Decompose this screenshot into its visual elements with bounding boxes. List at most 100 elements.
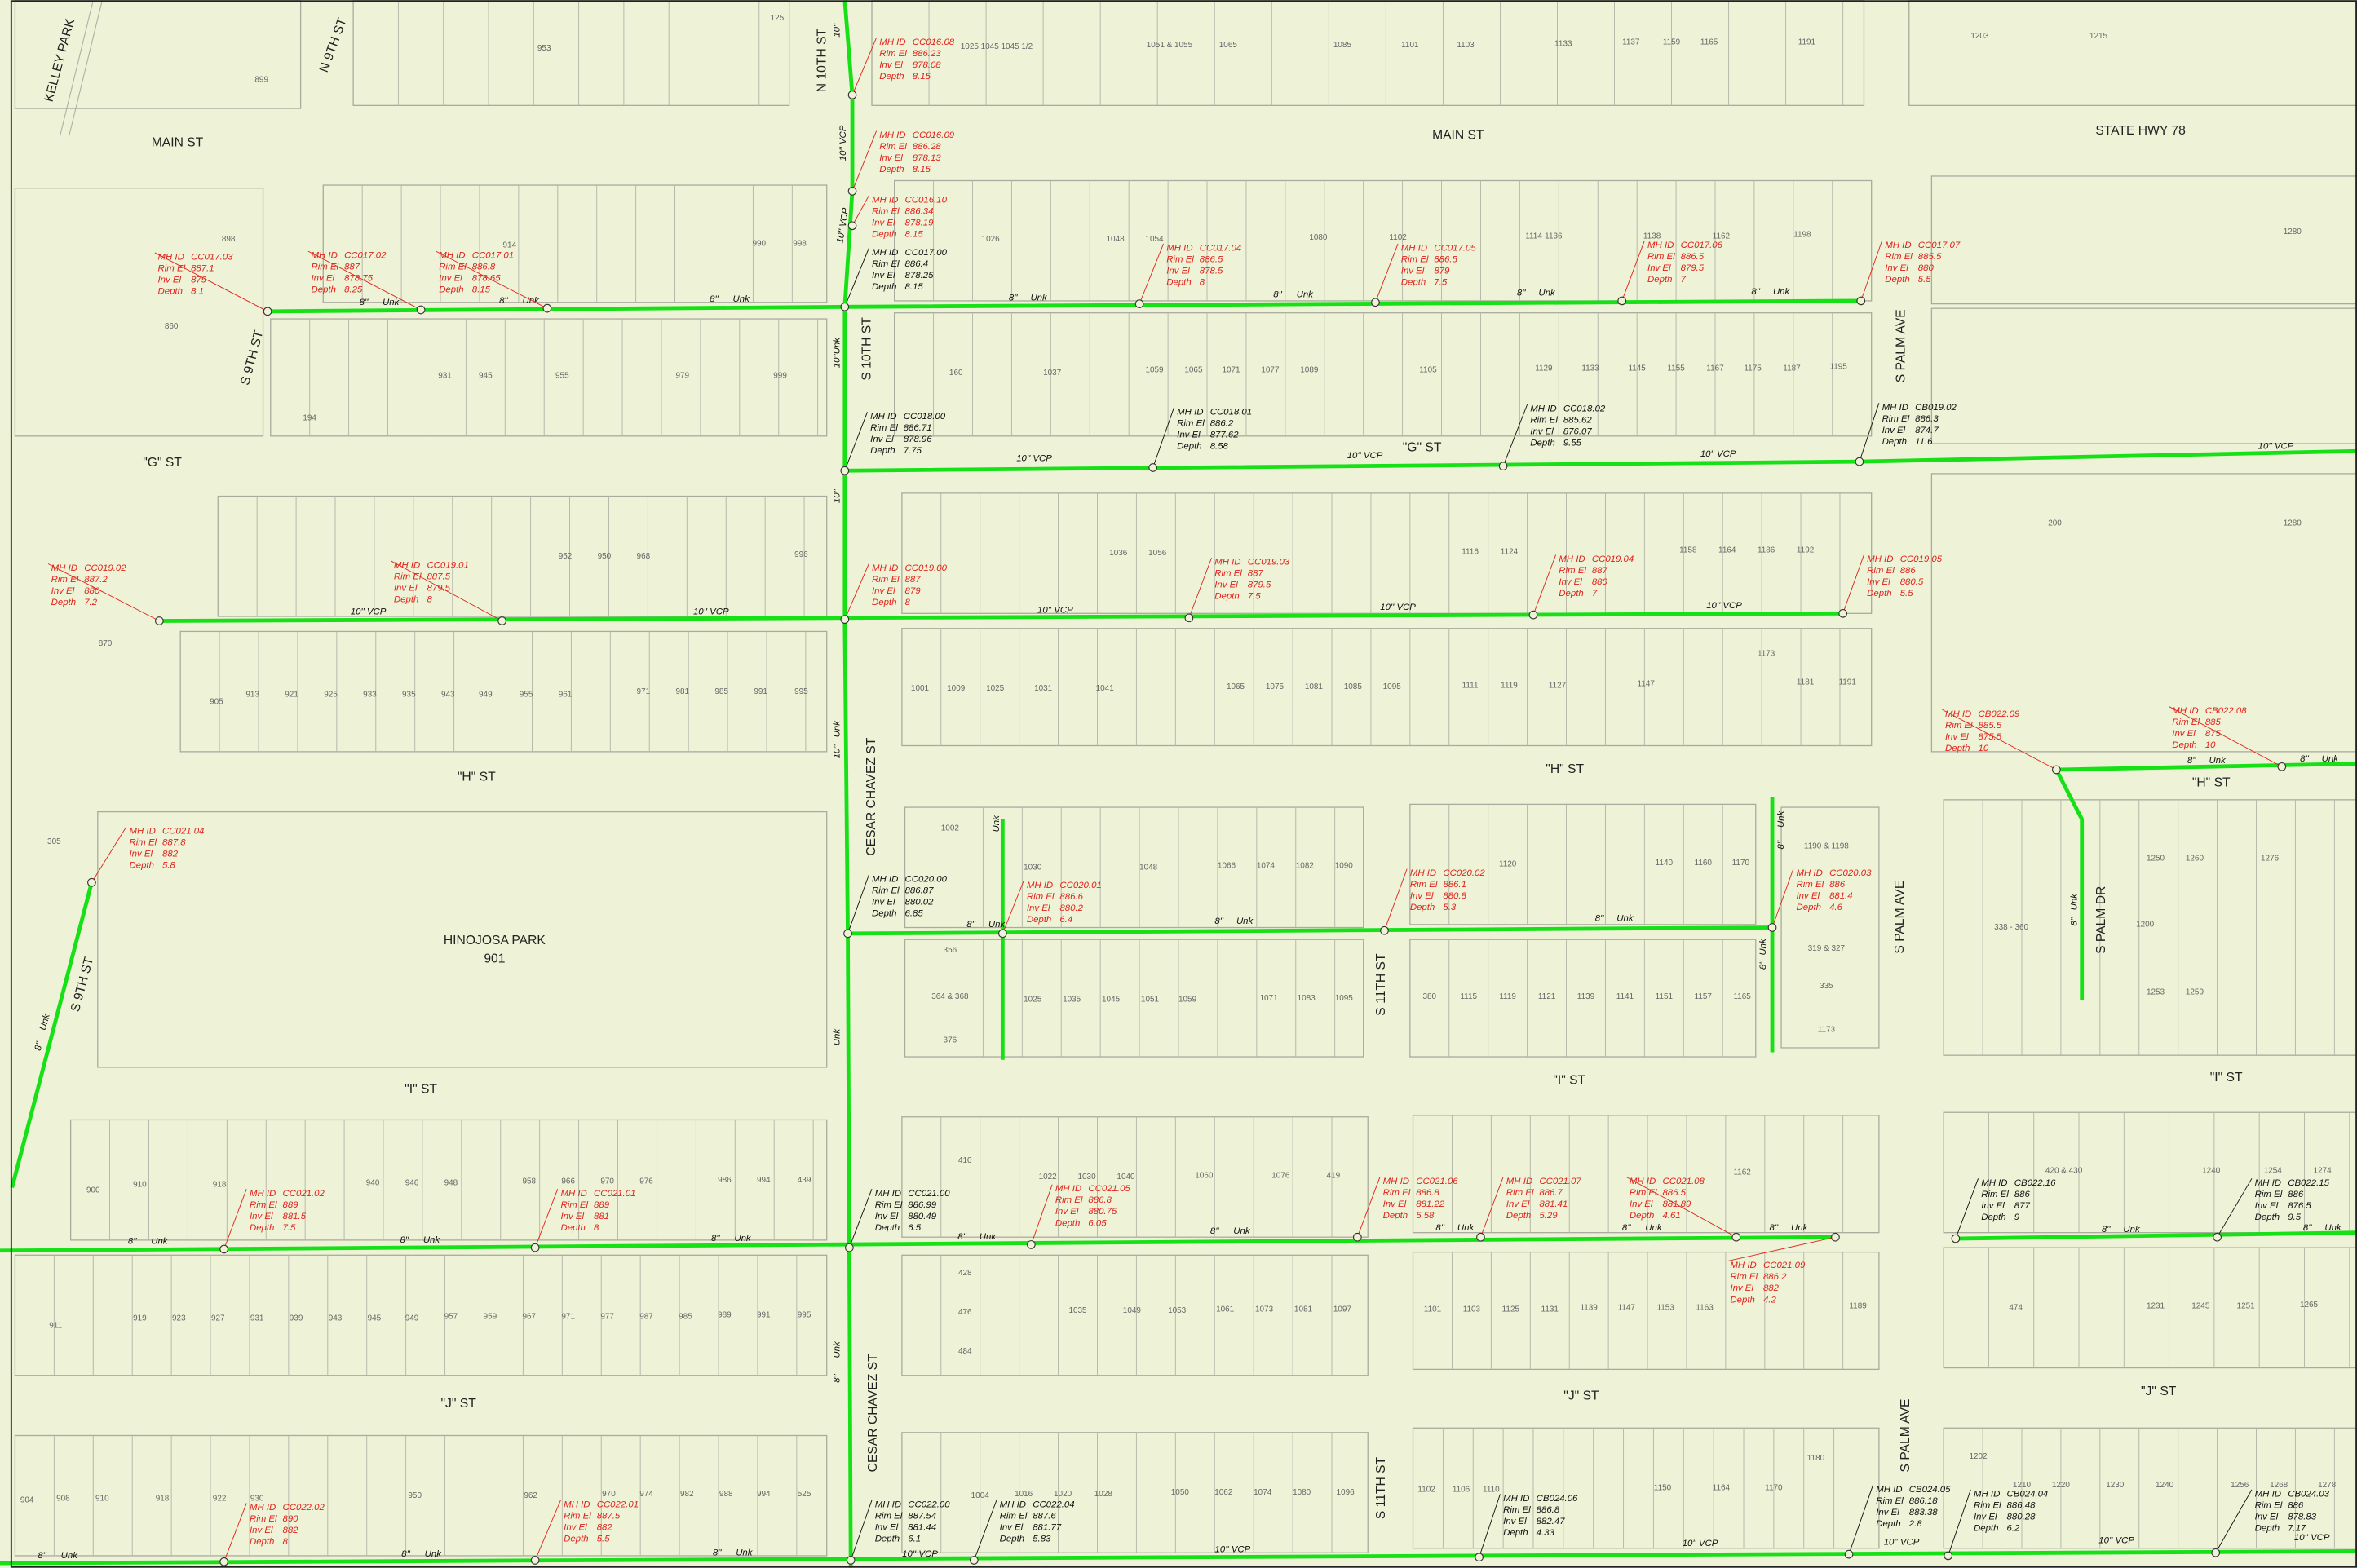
manhole-value: 881.41	[1539, 1199, 1568, 1209]
pipe-label: 10''	[833, 23, 842, 38]
parcel-address: 945	[479, 372, 493, 381]
manhole-field: MH ID	[1647, 241, 1674, 250]
manhole	[969, 1556, 979, 1565]
manhole-value: 8	[905, 598, 911, 607]
pipe-label: 10'' VCP	[1215, 1545, 1251, 1555]
parcel-address: 428	[958, 1269, 972, 1278]
manhole-value: 9.5	[2288, 1212, 2302, 1222]
street-label: S 11TH ST	[1374, 953, 1388, 1016]
manhole-field: Rim El	[439, 263, 467, 272]
parcel-block	[217, 495, 828, 617]
manhole-field: Depth	[1885, 275, 1909, 285]
parcel-address: 1082	[1296, 862, 1315, 871]
manhole-field: MH ID	[1410, 868, 1436, 878]
parcel-address: 1139	[1577, 992, 1595, 1001]
pipe-label: Unk	[1773, 287, 1791, 297]
parcel-address: 922	[213, 1495, 227, 1504]
leader-line	[1621, 241, 1645, 302]
parcel-address: 1259	[2186, 987, 2204, 996]
pipe-label: 10'' VCP	[2294, 1533, 2330, 1543]
pipe-label: 10'' VCP	[1016, 453, 1052, 463]
manhole-field: Rim El	[250, 1200, 277, 1210]
parcel-address: 1198	[1793, 230, 1811, 239]
parcel-block	[1930, 175, 2357, 305]
parcel-address: 945	[368, 1314, 382, 1323]
manhole-field: Inv El	[2172, 729, 2196, 739]
manhole-field: Rim El	[1166, 254, 1194, 264]
pipe-label: 8''	[711, 1234, 721, 1243]
pipe-label: Unk	[1538, 289, 1556, 298]
pipe	[1955, 1230, 2357, 1241]
parcel-address: 1035	[1068, 1306, 1087, 1315]
pipe-label: 10''	[833, 744, 842, 759]
manhole-value: CB022.08	[2205, 706, 2247, 716]
manhole	[530, 1243, 540, 1252]
pipe-label: Unk	[1236, 917, 1254, 926]
manhole-field: Depth	[1647, 275, 1672, 285]
manhole-value: 886.8	[472, 263, 496, 272]
manhole-field: Depth	[1882, 437, 1907, 447]
manhole-field: Inv El	[872, 218, 895, 227]
parcel-address: 1125	[1502, 1305, 1520, 1314]
manhole-value: 887.54	[908, 1511, 936, 1521]
leader-line	[2215, 1489, 2253, 1553]
manhole-field: Rim El	[1981, 1190, 2009, 1199]
manhole	[1944, 1551, 1953, 1561]
pipe-label: 8''	[1751, 287, 1761, 297]
parcel-address: 1030	[1078, 1173, 1097, 1182]
manhole-value: 4.6	[1829, 903, 1843, 912]
manhole-field: Depth	[875, 1534, 900, 1544]
pipe-label: 8''	[2070, 917, 2080, 926]
parcel-block	[14, 188, 264, 437]
manhole-value: 887.1	[191, 264, 214, 274]
leader-line	[844, 248, 869, 307]
parcel-block	[1943, 1111, 2357, 1234]
manhole-value: 5.5	[1900, 589, 1914, 598]
parcel-address: 987	[639, 1313, 653, 1322]
pipe	[2054, 768, 2085, 1000]
parcel-address: 1101	[1424, 1305, 1442, 1314]
manhole-value: 887.2	[84, 575, 108, 585]
manhole-value: 8.58	[1210, 441, 1229, 451]
pipe-label: 8''	[1214, 917, 1224, 926]
parcel-address: 974	[639, 1490, 653, 1499]
street-label: "J" ST	[2141, 1385, 2177, 1398]
parcel-address: 1071	[1222, 365, 1240, 374]
parcel-address: 957	[444, 1313, 458, 1322]
parcel-block	[1409, 803, 1757, 925]
manhole-field: MH ID	[1559, 554, 1585, 564]
leader-line	[851, 130, 877, 192]
parcel-address: 910	[133, 1180, 147, 1189]
pipe-label: 8''	[1776, 840, 1786, 850]
manhole-value: 887.8	[162, 838, 186, 848]
manhole	[1134, 299, 1144, 308]
pipe-label: 10'' VCP	[1706, 601, 1742, 611]
parcel-address: 1265	[2300, 1301, 2319, 1310]
parcel-address: 1016	[1015, 1490, 1033, 1499]
manhole-field: Depth	[870, 446, 895, 456]
pipe-label: 8''	[33, 1040, 46, 1052]
parcel-address: 1203	[1970, 32, 1989, 41]
parcel-block	[1943, 799, 2357, 1056]
leader-line	[1502, 404, 1528, 466]
parcel-address: 900	[86, 1186, 100, 1195]
manhole	[1498, 462, 1508, 471]
manhole-field: MH ID	[1797, 868, 1823, 878]
manhole	[1475, 1553, 1484, 1562]
manhole-field: Inv El	[872, 586, 895, 596]
parcel-address: 1254	[2264, 1167, 2283, 1176]
parcel-address: 1175	[1744, 364, 1762, 373]
parcel-block	[901, 628, 1873, 747]
parcel-address: 979	[675, 372, 689, 381]
manhole-field: Rim El	[1000, 1511, 1028, 1521]
manhole	[1371, 298, 1380, 307]
street-label: STATE HWY 78	[2095, 124, 2186, 138]
manhole-value: 8	[283, 1537, 289, 1547]
manhole-field: Depth	[1559, 589, 1583, 598]
leader-line	[390, 560, 502, 621]
parcel-address: 927	[211, 1314, 225, 1323]
parcel-address: 870	[99, 639, 113, 648]
pipe-label: Unk	[2070, 893, 2080, 911]
parcel-address: 1111	[1462, 681, 1479, 690]
